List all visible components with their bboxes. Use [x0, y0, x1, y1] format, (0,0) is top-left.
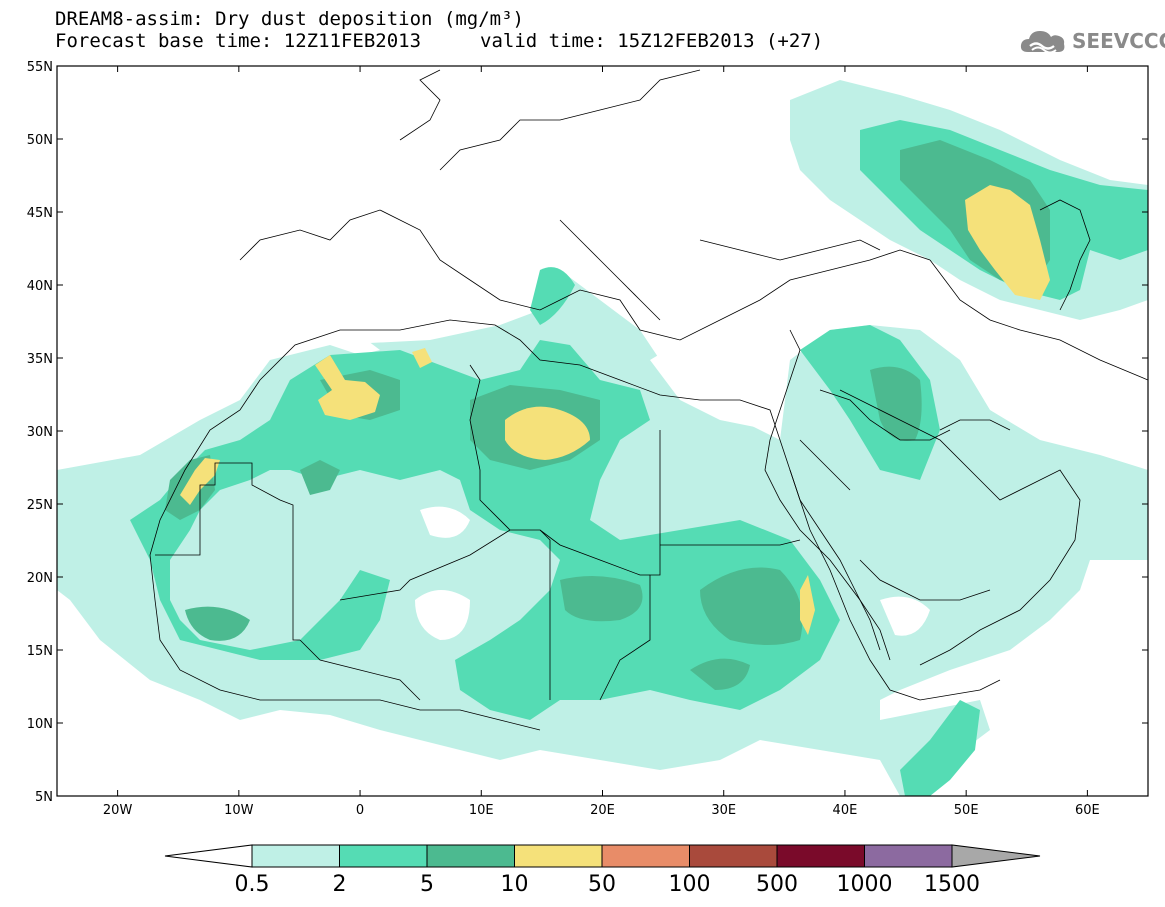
- colorbar-swatch: [776, 844, 865, 868]
- colorbar-swatch: [864, 844, 953, 868]
- longitude-label: 20E: [590, 803, 615, 818]
- latitude-label: 40N: [27, 279, 53, 294]
- latitude-label: 50N: [27, 133, 53, 148]
- colorbar-label: 500: [756, 872, 798, 897]
- colorbar-over-arrow: [951, 844, 1041, 868]
- colorbar-label: 1500: [924, 872, 980, 897]
- longitude-label: 50E: [954, 803, 979, 818]
- map-title: DREAM8-assim: Dry dust deposition (mg/m³…: [55, 8, 524, 30]
- colorbar-label: 2: [333, 872, 347, 897]
- colorbar-label: 1000: [837, 872, 893, 897]
- colorbar-swatch: [514, 844, 603, 868]
- colorbar-label: 5: [420, 872, 434, 897]
- cloud-logo-icon: [1020, 31, 1065, 54]
- longitude-label: 60E: [1075, 803, 1100, 818]
- colorbar-swatch: [251, 844, 340, 868]
- logo-text: SEEVCCC: [1072, 29, 1165, 53]
- latitude-label: 15N: [27, 644, 53, 659]
- latitude-label: 35N: [27, 352, 53, 367]
- valid-time: valid time: 15Z12FEB2013 (+27): [480, 30, 824, 52]
- longitude-label: 20W: [103, 803, 133, 818]
- latitude-label: 20N: [27, 571, 53, 586]
- forecast-base-time: Forecast base time: 12Z11FEB2013: [55, 30, 422, 52]
- colorbar-swatch: [601, 844, 690, 868]
- latitude-ticks: 55N 50N 45N 40N 35N 30N 25N 20N 15N 10N 5N: [27, 60, 1148, 805]
- colorbar-label: 100: [669, 872, 711, 897]
- colorbar-label: 10: [501, 872, 529, 897]
- colorbar: 0.5 2 5 10 50 100 500 1000 1500: [164, 844, 1041, 897]
- longitude-label: 10E: [469, 803, 494, 818]
- latitude-label: 30N: [27, 425, 53, 440]
- seevccc-logo: SEEVCCC: [1018, 24, 1165, 58]
- colorbar-swatch: [689, 844, 778, 868]
- latitude-label: 25N: [27, 498, 53, 513]
- longitude-label: 30E: [711, 803, 736, 818]
- longitude-label: 10W: [224, 803, 254, 818]
- colorbar-label: 50: [588, 872, 616, 897]
- latitude-label: 55N: [27, 60, 53, 75]
- colorbar-under-arrow: [164, 844, 253, 868]
- colorbar-label: 0.5: [235, 872, 270, 897]
- latitude-label: 5N: [35, 790, 53, 805]
- dust-field: [57, 80, 1148, 796]
- level-10-region: [180, 185, 1050, 635]
- longitude-label: 40E: [833, 803, 858, 818]
- longitude-ticks: 20W 10W 0 10E 20E 30E 40E 50E 60E: [103, 66, 1100, 818]
- low-deposition-holes: [330, 300, 930, 640]
- latitude-label: 10N: [27, 717, 53, 732]
- coastlines-and-borders: [149, 69, 1148, 731]
- colorbar-swatch: [426, 844, 515, 868]
- colorbar-swatch: [339, 844, 428, 868]
- longitude-label: 0: [356, 803, 364, 818]
- latitude-label: 45N: [27, 206, 53, 221]
